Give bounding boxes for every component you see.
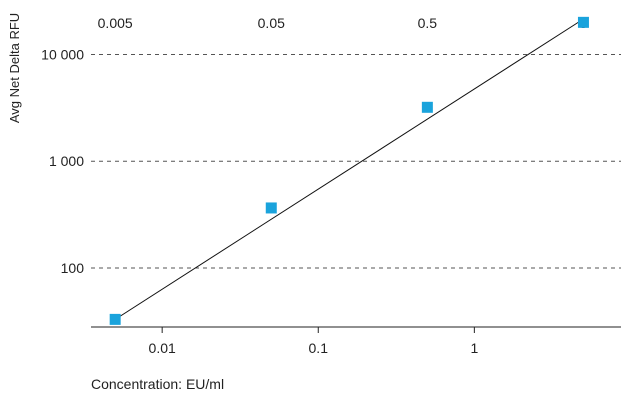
top-axis-label: 0.005 — [98, 15, 133, 31]
top-axis-label: 0.05 — [258, 15, 285, 31]
data-points — [109, 16, 589, 325]
y-tick-label: 10 000 — [41, 46, 84, 62]
y-axis-label: Avg Net Delta RFU — [7, 13, 22, 123]
top-axis-label: 0.5 — [418, 15, 438, 31]
grid-lines — [91, 53, 621, 269]
x-axis-ticks: 0.01 0.1 1 — [149, 327, 478, 356]
data-point — [421, 101, 433, 113]
x-tick-label: 0.1 — [309, 340, 329, 356]
data-point — [109, 313, 121, 325]
y-tick-label: 100 — [61, 260, 85, 276]
y-axis-ticks: 100 1 000 10 000 — [41, 46, 84, 276]
regression-line — [114, 18, 584, 320]
y-tick-label: 1 000 — [49, 153, 84, 169]
data-point — [265, 202, 277, 214]
x-tick-label: 0.01 — [149, 340, 176, 356]
x-axis-label: Concentration: EU/ml — [91, 376, 224, 392]
x-tick-label: 1 — [470, 340, 478, 356]
data-point — [577, 16, 589, 28]
